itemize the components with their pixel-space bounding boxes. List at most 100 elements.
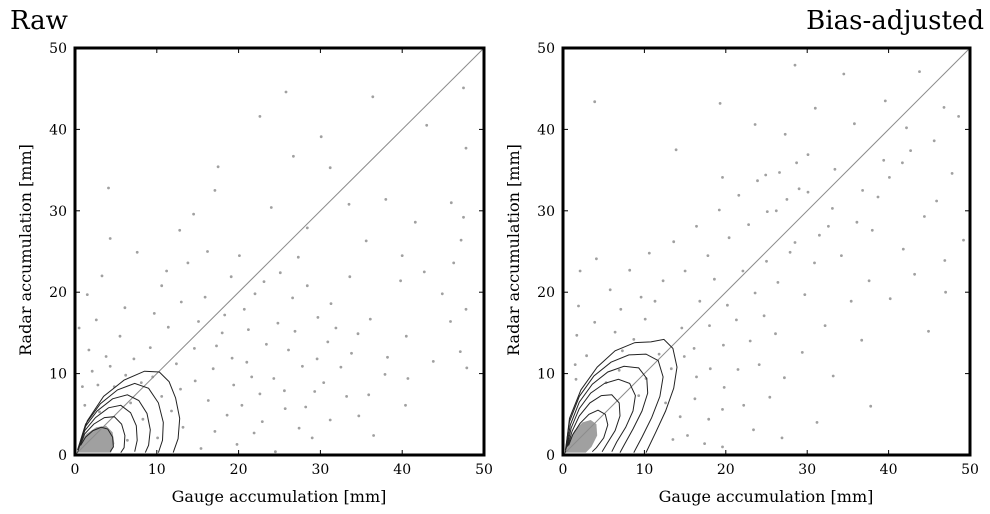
data-point <box>747 223 750 227</box>
x-tick-label: 30 <box>311 462 329 478</box>
data-point <box>400 254 404 257</box>
data-point <box>918 70 921 73</box>
data-point <box>680 326 684 330</box>
data-point <box>853 122 856 126</box>
data-point <box>440 292 444 296</box>
data-point <box>785 198 789 201</box>
data-point <box>213 189 217 192</box>
data-point <box>262 280 266 283</box>
data-point <box>386 355 389 359</box>
y-tick-label: 0 <box>546 448 555 464</box>
data-point <box>364 239 368 243</box>
y-tick-label: 50 <box>49 41 67 57</box>
data-point <box>431 360 435 363</box>
data-point <box>459 238 463 242</box>
data-point <box>170 409 173 413</box>
contour-line <box>80 426 114 452</box>
data-point <box>316 316 320 319</box>
x-tick-label: 0 <box>559 462 568 478</box>
data-point <box>90 369 94 373</box>
data-point <box>462 215 465 219</box>
data-point <box>639 295 643 299</box>
data-point <box>329 302 333 305</box>
data-point <box>621 349 624 353</box>
data-point <box>671 438 675 441</box>
data-point <box>232 383 236 387</box>
data-point <box>815 421 819 424</box>
data-point <box>882 158 886 162</box>
data-point <box>867 279 871 283</box>
panel-title-raw: Raw <box>10 6 68 36</box>
data-point <box>765 210 769 214</box>
data-point <box>425 123 429 127</box>
data-point <box>297 426 301 430</box>
data-point <box>399 279 402 283</box>
y-axis-label: Radar accumulation [mm] <box>16 144 35 356</box>
data-point <box>367 393 371 397</box>
data-point <box>707 417 711 421</box>
y-tick-label: 30 <box>537 204 555 220</box>
data-point <box>757 363 761 366</box>
data-point <box>181 425 185 429</box>
data-point <box>806 153 810 157</box>
data-point <box>96 383 100 387</box>
data-point <box>449 320 452 323</box>
panel-title-bias-adjusted: Bias-adjusted <box>806 6 984 36</box>
data-point <box>215 344 218 348</box>
data-point <box>100 274 104 278</box>
data-point <box>83 403 87 407</box>
data-point <box>81 385 84 388</box>
data-point <box>686 434 689 437</box>
data-point <box>742 403 746 407</box>
data-point <box>265 342 268 346</box>
data-point <box>717 208 721 212</box>
data-point <box>678 415 682 419</box>
data-point <box>283 389 286 393</box>
reference-line <box>563 48 970 455</box>
data-point <box>628 268 632 272</box>
data-point <box>193 347 196 350</box>
data-point <box>462 86 465 90</box>
data-point <box>909 149 912 153</box>
data-point <box>87 348 91 352</box>
data-point <box>842 72 846 76</box>
data-point <box>339 365 343 369</box>
data-point <box>107 186 110 190</box>
data-point <box>141 417 145 421</box>
data-point <box>242 307 246 311</box>
data-point <box>94 318 98 322</box>
data-point <box>247 328 250 331</box>
data-point <box>722 343 725 347</box>
data-point <box>727 236 731 240</box>
data-point <box>179 300 183 304</box>
data-point <box>683 269 687 273</box>
contour-line <box>77 370 181 453</box>
data-point <box>813 106 817 110</box>
data-point <box>216 165 220 169</box>
data-point <box>962 238 965 242</box>
data-point <box>179 387 182 391</box>
data-point <box>156 436 160 440</box>
data-point <box>383 373 387 376</box>
data-point <box>943 259 947 262</box>
data-point <box>905 126 908 130</box>
data-point <box>818 233 821 237</box>
data-point <box>253 292 257 296</box>
data-point <box>721 176 724 179</box>
data-point <box>384 198 388 201</box>
data-point <box>765 259 768 263</box>
data-point <box>753 123 757 126</box>
data-point <box>741 269 745 273</box>
data-point <box>573 363 577 366</box>
data-point <box>913 272 916 276</box>
data-point <box>669 367 673 371</box>
data-point <box>661 279 665 283</box>
data-point <box>310 436 314 440</box>
data-point <box>783 132 787 136</box>
data-point <box>319 135 323 139</box>
data-point <box>166 325 170 329</box>
data-point <box>823 324 827 327</box>
data-point <box>935 199 938 203</box>
data-point <box>322 381 326 384</box>
